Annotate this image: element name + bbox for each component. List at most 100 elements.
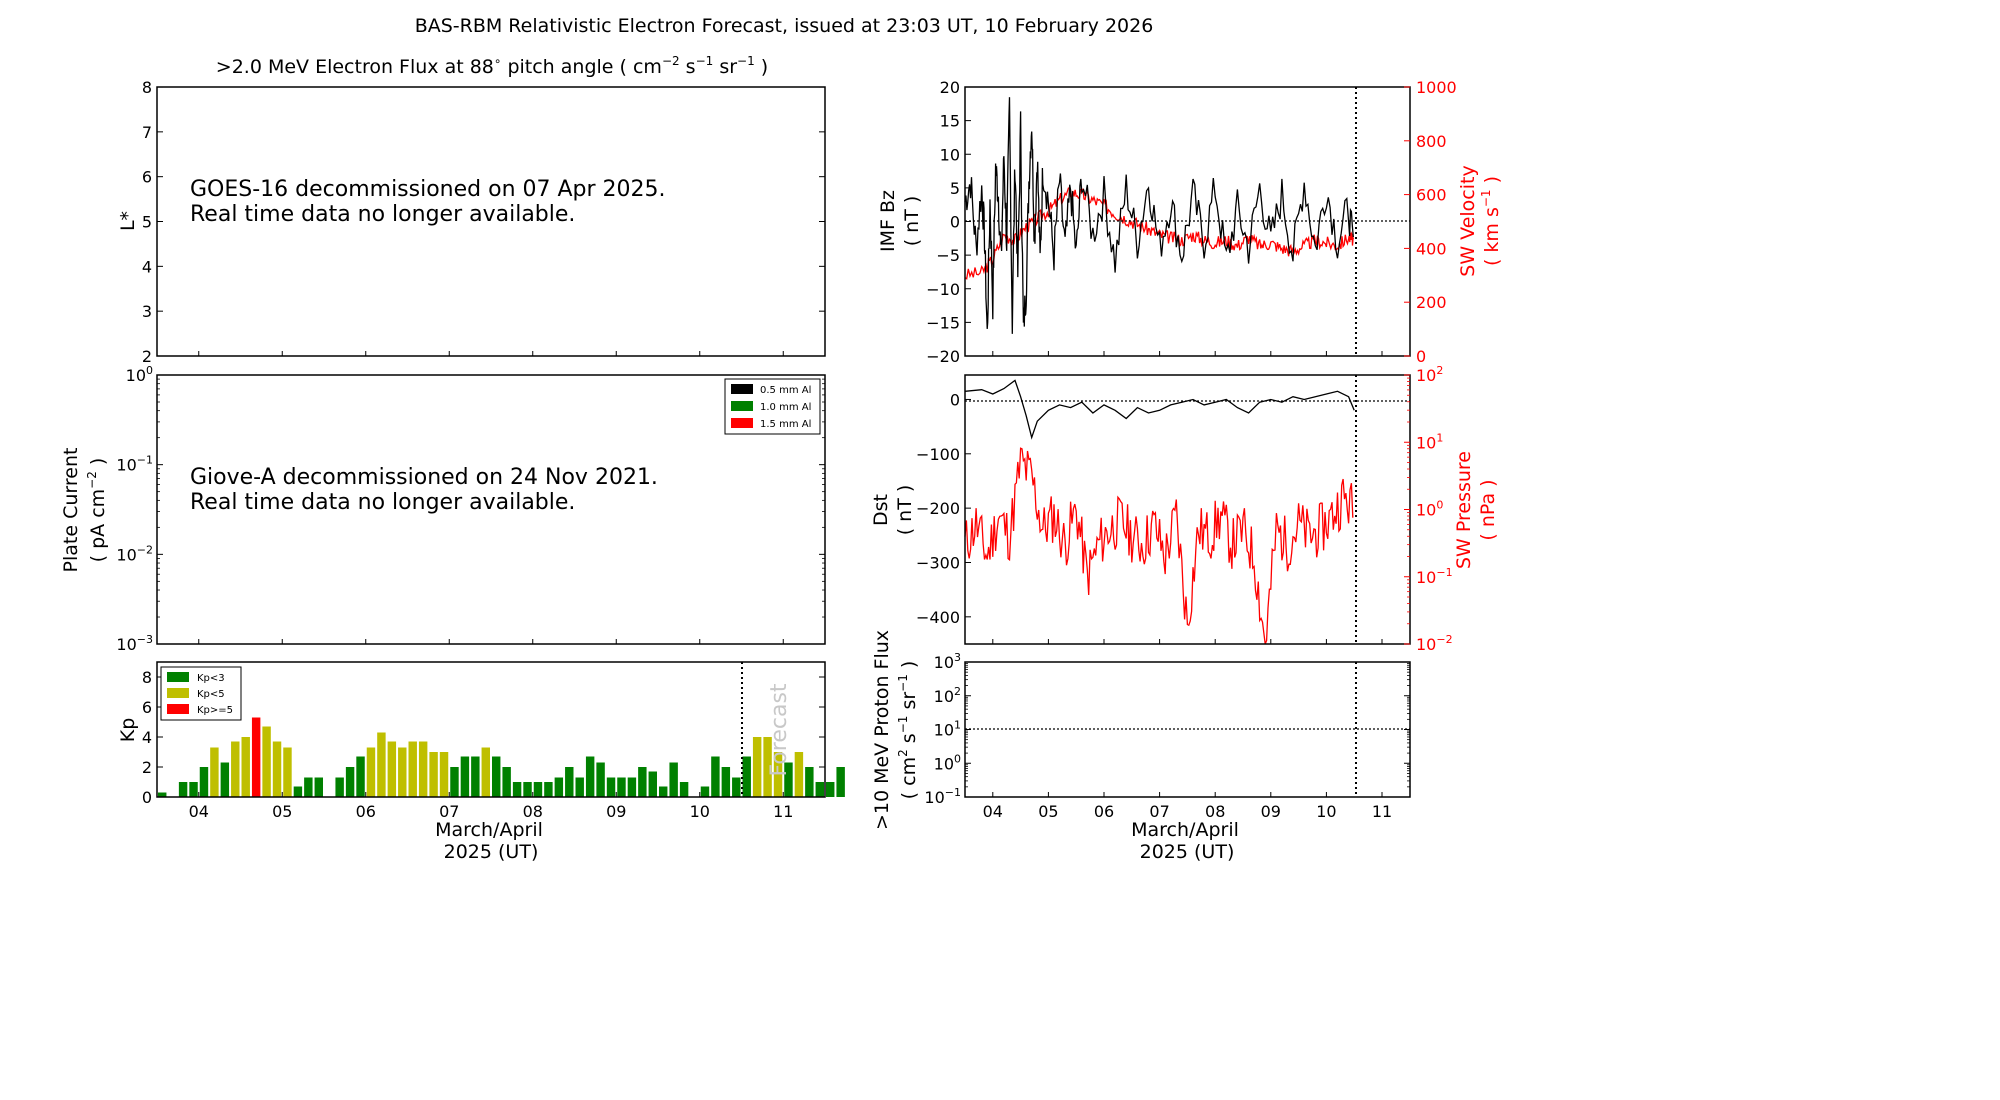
y-tick-label: −200 (916, 499, 960, 518)
proton-x-ticks: 04 05 06 07 08 09 10 11 (983, 792, 1392, 821)
y-tick-label: −20 (926, 347, 960, 366)
kp-bar (512, 782, 522, 797)
x-tick-label: 06 (1094, 802, 1114, 821)
kp-bar (815, 782, 824, 797)
kp-bar (638, 767, 647, 797)
kp-bar (241, 737, 250, 797)
y-tick-label-right: 1000 (1416, 78, 1457, 97)
kp-legend-label-3: Kp>=5 (197, 705, 233, 716)
y-tick-label: 6 (142, 168, 152, 187)
dst-line (964, 379, 1355, 440)
kp-bar (565, 767, 574, 797)
kp-x-ticks: 04 05 06 07 08 09 10 11 (189, 792, 793, 821)
kp-bar (366, 747, 376, 797)
plate-x-ticks (198, 639, 784, 644)
velocity-y-ticks: 0 200 400 600 800 1000 (1404, 78, 1457, 366)
x-tick-label: 10 (690, 802, 710, 821)
velocity-y-label-line2: ( km s−1 ) (1479, 176, 1503, 266)
y-tick-label: 0 (142, 788, 152, 807)
kp-bar (826, 782, 835, 797)
plate-y-ticks: 100 10−1 10−2 10−3 (116, 364, 825, 654)
kp-bar (460, 756, 470, 797)
x-tick-label: 07 (439, 802, 459, 821)
x-tick-label: 04 (189, 802, 209, 821)
kp-bar (805, 767, 814, 797)
kp-bar (596, 762, 605, 797)
pressure-y-label-line2: ( nPa ) (1477, 479, 1499, 540)
kp-bar (523, 782, 532, 797)
x-tick-label: 06 (356, 802, 376, 821)
y-tick-label-right: 10−1 (1416, 566, 1453, 587)
kp-bar (450, 767, 459, 797)
y-tick-label: 5 (950, 179, 960, 198)
plate-legend-swatch-3 (731, 418, 753, 428)
kp-bar (398, 747, 407, 797)
kp-bar (418, 741, 428, 797)
kp-bar (408, 741, 417, 797)
x-tick-label: 11 (1372, 802, 1392, 821)
kp-bar (742, 756, 751, 797)
y-tick-label: 8 (142, 78, 152, 97)
y-tick-label-right: 400 (1416, 239, 1447, 258)
x-tick-label: 09 (1261, 802, 1281, 821)
proton-y-label-line1: >10 MeV Proton Flux (871, 630, 893, 830)
y-tick-label-right: 102 (1416, 364, 1443, 385)
y-tick-label-right: 600 (1416, 186, 1447, 205)
y-tick-label: 2 (142, 347, 152, 366)
kp-bar (606, 777, 616, 797)
x-tick-label: 11 (773, 802, 793, 821)
velocity-y-label-line1: SW Velocity (1457, 165, 1479, 276)
pressure-y-ticks: 102 101 100 10−1 10−2 (1404, 364, 1453, 654)
y-tick-label: 0 (950, 390, 960, 409)
kp-bar (377, 732, 386, 797)
x-tick-label: 07 (1149, 802, 1169, 821)
kp-bar (585, 756, 595, 797)
y-tick-label-right: 800 (1416, 132, 1447, 151)
plate-panel-frame (156, 374, 826, 645)
y-tick-label: 2 (142, 758, 152, 777)
electron-y-label: L* (117, 211, 139, 231)
kp-bar (648, 771, 657, 797)
plate-legend-label-1: 0.5 mm Al (760, 385, 811, 396)
y-tick-label: 100 (126, 364, 153, 385)
x-tick-label: 10 (1316, 802, 1336, 821)
y-tick-label: 10−3 (116, 633, 153, 654)
kp-bar (669, 762, 678, 797)
kp-bar (356, 756, 365, 797)
kp-bar (481, 747, 490, 797)
y-tick-label: 7 (142, 123, 152, 142)
kp-bar (544, 782, 553, 797)
right-x-label-line2: 2025 (UT) (1140, 841, 1235, 863)
kp-bar (283, 747, 292, 797)
y-tick-label: 3 (142, 302, 152, 321)
x-tick-label: 05 (272, 802, 292, 821)
sw-pressure-line (964, 447, 1354, 645)
kp-bar (700, 786, 710, 797)
kp-bar (492, 756, 501, 797)
kp-bar (220, 762, 230, 797)
plate-legend-swatch-1 (731, 384, 753, 394)
proton-panel-frame (964, 661, 1411, 798)
kp-bar (784, 762, 793, 797)
y-tick-label: 4 (142, 257, 152, 276)
y-tick-label-right: 100 (1416, 499, 1443, 520)
kp-bar (262, 726, 271, 797)
kp-bar (721, 767, 731, 797)
kp-bar (304, 777, 313, 797)
plate-legend-label-3: 1.5 mm Al (760, 419, 811, 430)
kp-bar (178, 782, 188, 797)
kp-bar (836, 767, 845, 797)
kp-legend-label-2: Kp<5 (197, 689, 225, 700)
x-tick-label: 08 (1205, 802, 1225, 821)
imf-y-ticks: −20 −15 −10 −5 0 5 10 15 20 (926, 78, 971, 366)
forecast-figure: BAS-RBM Relativistic Electron Forecast, … (60, 15, 1503, 863)
kp-bar (189, 782, 198, 797)
y-tick-label-right: 10−2 (1416, 633, 1453, 654)
y-tick-label: 101 (934, 719, 961, 740)
y-tick-label: −10 (926, 280, 960, 299)
pressure-y-label-line1: SW Pressure (1453, 451, 1475, 569)
kp-bar (502, 767, 511, 797)
plate-message-line2: Real time data no longer available. (190, 490, 575, 515)
dst-y-label-line2: ( nT ) (894, 485, 916, 536)
kp-y-label: Kp (117, 718, 139, 743)
